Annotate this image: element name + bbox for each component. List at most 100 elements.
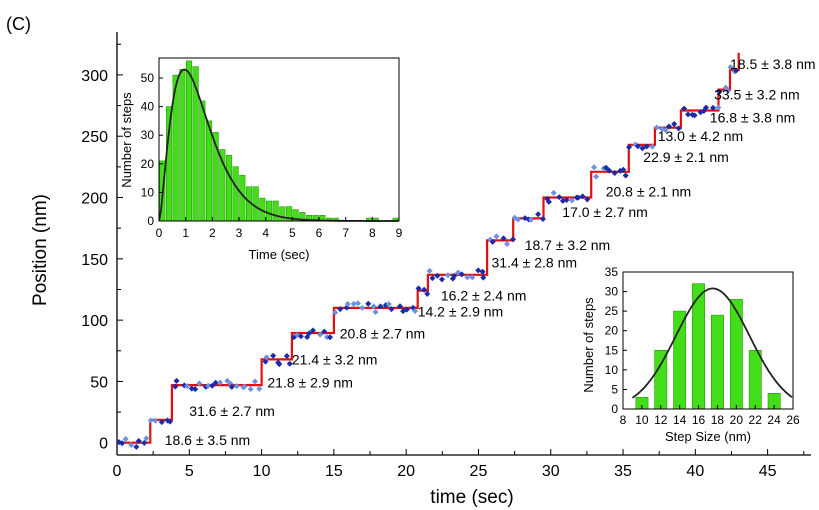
inset2-x-tick-label: 10 bbox=[635, 413, 649, 427]
inset-step-size-histogram: 8 10 12 14 16 18 20 22 24 26 0 5 10 15 20 25 30 35 Step S… bbox=[581, 265, 800, 444]
data-point bbox=[212, 379, 219, 386]
data-point bbox=[309, 327, 316, 334]
data-point bbox=[421, 286, 428, 293]
data-point bbox=[691, 112, 698, 119]
data-point bbox=[593, 173, 600, 180]
inset1-bar bbox=[186, 60, 193, 222]
data-point bbox=[415, 285, 422, 292]
inset2-x-tick-label: 20 bbox=[730, 413, 744, 427]
data-point bbox=[350, 300, 357, 307]
inset1-x-tick-label: 6 bbox=[316, 226, 323, 240]
data-point bbox=[359, 304, 366, 311]
inset1-bar bbox=[272, 200, 279, 222]
panel-label: (C) bbox=[6, 14, 31, 34]
data-point bbox=[509, 236, 516, 243]
data-point bbox=[733, 67, 740, 74]
inset1-bar bbox=[279, 206, 286, 222]
data-point bbox=[365, 300, 372, 307]
data-point bbox=[224, 377, 231, 384]
data-point bbox=[681, 105, 688, 112]
data-point bbox=[710, 104, 717, 111]
data-point bbox=[545, 198, 552, 205]
inset1-x-tick-label: 2 bbox=[209, 226, 216, 240]
main-y-tick-label: 100 bbox=[81, 313, 108, 330]
data-point bbox=[385, 301, 392, 308]
data-point bbox=[626, 144, 633, 151]
data-point bbox=[321, 328, 328, 335]
data-point bbox=[434, 272, 441, 279]
inset2-y-tick-label: 15 bbox=[605, 343, 619, 357]
data-point bbox=[263, 354, 270, 361]
data-point bbox=[196, 380, 203, 387]
data-point bbox=[251, 378, 258, 385]
data-point bbox=[205, 382, 212, 389]
data-point bbox=[332, 309, 339, 316]
inset2-x-tick-label: 26 bbox=[786, 413, 800, 427]
data-point bbox=[306, 330, 313, 337]
data-point bbox=[276, 361, 283, 368]
inset1-y-tick-label: 30 bbox=[141, 128, 155, 142]
data-point bbox=[444, 272, 451, 279]
data-point bbox=[500, 235, 507, 242]
data-point bbox=[724, 87, 731, 94]
inset2-x-tick-label: 8 bbox=[620, 413, 627, 427]
data-point bbox=[489, 238, 496, 245]
main-y-tick-label: 0 bbox=[99, 436, 108, 453]
data-point bbox=[504, 241, 511, 248]
step-label: 13.0 ± 4.2 nm bbox=[658, 128, 744, 144]
inset1-x-tick-label: 1 bbox=[182, 226, 189, 240]
inset2-fit-curve bbox=[631, 287, 793, 399]
inset2-bar bbox=[710, 314, 724, 410]
step-label: 18.5 ± 3.8 nm bbox=[730, 56, 816, 72]
data-point bbox=[685, 111, 692, 118]
data-point bbox=[528, 216, 535, 223]
data-point bbox=[584, 196, 591, 203]
main-y-tick-label: 300 bbox=[81, 68, 108, 85]
data-point bbox=[135, 438, 142, 445]
data-point bbox=[403, 306, 410, 313]
data-point bbox=[556, 194, 563, 201]
data-point bbox=[563, 197, 570, 204]
step-label: 21.8 ± 2.9 nm bbox=[267, 375, 353, 391]
inset2-x-tick-label: 16 bbox=[692, 413, 706, 427]
data-point bbox=[286, 360, 293, 367]
data-point bbox=[671, 121, 678, 128]
data-point bbox=[429, 275, 436, 282]
inset2-bar bbox=[654, 349, 668, 410]
data-point bbox=[716, 88, 723, 95]
inset2-y-tick-label: 35 bbox=[605, 265, 619, 279]
data-point bbox=[141, 439, 148, 446]
inset1-bar bbox=[179, 69, 186, 222]
inset2-fit-line bbox=[631, 287, 793, 399]
inset1-y-tick-label: 10 bbox=[141, 185, 155, 199]
inset2-x-tick-label: 22 bbox=[749, 413, 763, 427]
data-point bbox=[550, 189, 557, 196]
data-point bbox=[262, 358, 269, 365]
data-point bbox=[412, 307, 419, 314]
data-point bbox=[143, 435, 150, 442]
main-x-tick-label: 5 bbox=[185, 463, 194, 480]
inset2-y-tick-label: 5 bbox=[611, 382, 618, 396]
data-point bbox=[649, 143, 656, 150]
data-point bbox=[158, 419, 165, 426]
inset1-bar bbox=[199, 100, 206, 222]
inset2-x-axis-label: Step Size (nm) bbox=[665, 429, 751, 444]
step-label: 20.8 ± 2.7 nm bbox=[340, 326, 426, 342]
inset1-x-tick-label: 7 bbox=[342, 226, 349, 240]
data-point bbox=[515, 216, 522, 223]
main-y-tick-label: 50 bbox=[90, 374, 108, 391]
data-point bbox=[122, 436, 129, 443]
data-point bbox=[703, 104, 710, 111]
step-label: 18.6 ± 3.5 nm bbox=[165, 432, 251, 448]
data-point bbox=[665, 123, 672, 130]
inset2-y-axis-label: Number of steps bbox=[581, 297, 596, 393]
main-x-tick-label: 15 bbox=[325, 463, 343, 480]
data-point bbox=[569, 197, 576, 204]
data-point bbox=[217, 379, 224, 386]
inset1-y-axis-label: Number of steps bbox=[119, 92, 134, 188]
data-point bbox=[297, 333, 304, 340]
data-point bbox=[119, 440, 126, 447]
inset1-y-tick-label: 20 bbox=[141, 157, 155, 171]
